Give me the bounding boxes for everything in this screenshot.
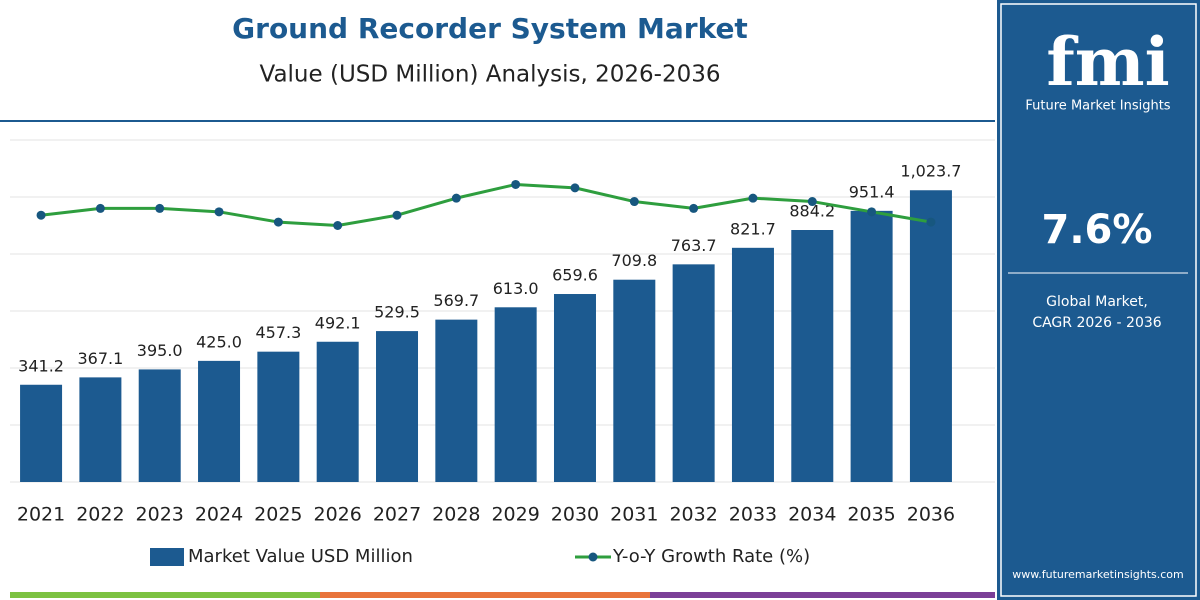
line [40, 182, 932, 227]
x-tick-label: 2021 [17, 504, 65, 526]
bar [138, 369, 181, 482]
value-label: 492.1 [315, 313, 361, 332]
footer-bar [650, 592, 995, 598]
line-point [511, 179, 521, 189]
line-point [392, 210, 402, 220]
x-tick-label: 2032 [669, 504, 717, 526]
x-tick-label: 2033 [729, 504, 777, 526]
line-point [214, 207, 224, 217]
value-label: 425.0 [196, 332, 242, 351]
line-point [689, 203, 699, 213]
line-point [155, 203, 165, 213]
value-label: 341.2 [18, 356, 64, 375]
line-point [748, 193, 758, 203]
value-label: 367.1 [77, 349, 123, 368]
value-label: 613.0 [493, 279, 539, 298]
line-point [36, 210, 46, 220]
value-label: 951.4 [849, 182, 895, 201]
legend-swatch [150, 548, 184, 566]
x-tick-label: 2030 [551, 504, 599, 526]
line-point [926, 217, 936, 227]
value-label: 884.2 [789, 202, 835, 221]
x-tick-label: 2036 [907, 504, 955, 526]
value-label: 569.7 [433, 291, 479, 310]
x-tick-label: 2031 [610, 504, 658, 526]
cagr-label: CAGR 2026 - 2036 [1032, 315, 1161, 331]
bar [731, 247, 774, 482]
line-point [333, 221, 343, 230]
chart-subtitle: Value (USD Million) Analysis, 2026-2036 [260, 62, 721, 88]
x-tick-label: 2027 [373, 504, 421, 526]
legend-label: Market Value USD Million [188, 546, 413, 567]
bar [494, 307, 537, 482]
value-label: 709.8 [611, 251, 657, 270]
line-point [867, 207, 877, 217]
value-label: 821.7 [730, 219, 776, 238]
bar [909, 190, 952, 483]
line-point [95, 203, 105, 213]
line-point [629, 197, 639, 207]
bar [198, 360, 241, 482]
x-tick-label: 2029 [491, 504, 539, 526]
x-tick-label: 2034 [788, 504, 836, 526]
chart-title: Ground Recorder System Market [232, 12, 748, 45]
sidebar [997, 0, 1200, 600]
value-label: 659.6 [552, 266, 598, 285]
x-tick-label: 2035 [847, 504, 895, 526]
value-label: 529.5 [374, 303, 420, 322]
bar [79, 377, 122, 482]
bar [850, 210, 893, 482]
bar [672, 264, 715, 482]
x-tick-label: 2028 [432, 504, 480, 526]
brand: Future Market Insights [1025, 99, 1170, 114]
cagr-label: Global Market, [1046, 294, 1148, 310]
x-tick-label: 2025 [254, 504, 302, 526]
cagr-value: 7.6% [1042, 207, 1153, 253]
line-point [451, 193, 461, 203]
x-tick-label: 2022 [76, 504, 124, 526]
value-label: 395.0 [137, 341, 183, 360]
bar [257, 351, 300, 482]
footer-bar [10, 592, 320, 598]
bar [553, 294, 596, 482]
legend-swatch [588, 552, 598, 562]
bar [791, 230, 834, 482]
logo: fmi [1046, 23, 1169, 101]
bar [20, 384, 63, 482]
line-point [273, 217, 283, 227]
line-point [570, 183, 580, 193]
bar [316, 341, 359, 482]
x-tick-label: 2026 [314, 504, 362, 526]
value-label: 1,023.7 [900, 162, 961, 181]
footer-bar [320, 592, 650, 598]
x-tick-label: 2023 [136, 504, 184, 526]
url: www.futuremarketinsights.com [1012, 568, 1184, 581]
bar [613, 279, 656, 482]
x-tick-label: 2024 [195, 504, 243, 526]
line-point [807, 197, 817, 207]
value-label: 457.3 [255, 323, 301, 342]
legend-label: Y-o-Y Growth Rate (%) [612, 546, 810, 567]
value-label: 763.7 [671, 236, 717, 255]
bar [435, 319, 478, 482]
bar [376, 331, 419, 482]
sidebar-border [1000, 3, 1197, 597]
